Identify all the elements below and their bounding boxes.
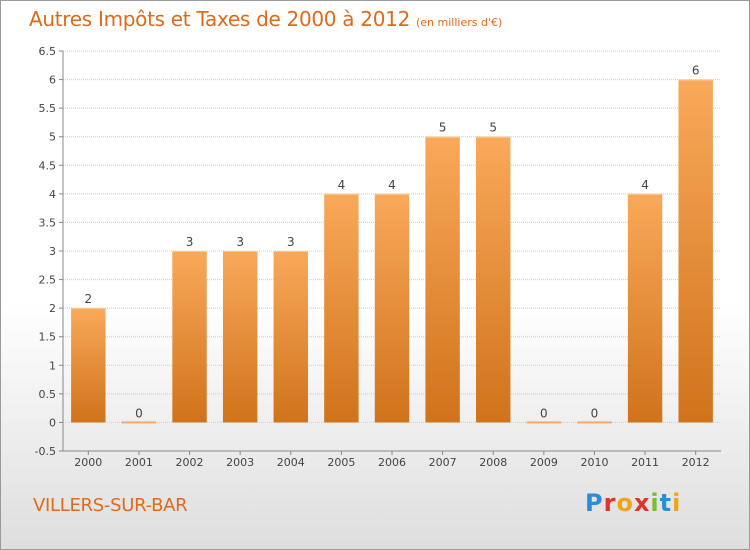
y-tick-label: 1	[49, 359, 56, 372]
y-tick-label: 1.5	[39, 331, 57, 344]
y-tick-label: 4	[49, 188, 56, 201]
bar	[627, 193, 663, 423]
data-label: 3	[236, 235, 244, 249]
y-tick-label: 0.5	[39, 388, 57, 401]
logo-letter: P	[585, 489, 604, 517]
bar	[425, 136, 460, 423]
x-tick-label: 2010	[580, 456, 608, 469]
x-tick-label: 2001	[125, 456, 153, 469]
bar	[222, 251, 258, 423]
x-tick-label: 2008	[479, 456, 507, 469]
commune-name: VILLERS-SUR-BAR	[33, 495, 188, 516]
logo-letter: x	[633, 489, 651, 517]
bar	[121, 421, 157, 424]
data-label: 0	[540, 406, 548, 420]
y-tick-label: -0.5	[35, 445, 56, 458]
data-label: 5	[439, 121, 447, 135]
y-tick-label: 3	[49, 245, 56, 258]
proxiti-logo: Proxiti	[585, 489, 681, 517]
data-label: 3	[287, 235, 295, 249]
y-tick-label: 6.5	[39, 45, 57, 58]
data-label: 5	[489, 121, 497, 135]
logo-letter: t	[659, 489, 673, 517]
x-tick-label: 2003	[226, 456, 254, 469]
bar	[324, 193, 359, 423]
logo-letter: o	[616, 489, 634, 517]
chart-subtitle: (en milliers d'€)	[416, 16, 503, 29]
bar	[71, 308, 106, 423]
x-tick-label: 2000	[74, 456, 102, 469]
bar	[526, 421, 562, 424]
x-tick-label: 2009	[530, 456, 558, 469]
logo-letter: i	[650, 489, 660, 517]
data-label: 6	[692, 64, 700, 78]
x-tick-label: 2004	[277, 456, 305, 469]
bar	[273, 251, 308, 423]
y-tick-label: 2.5	[39, 274, 57, 287]
data-label: 0	[135, 406, 143, 420]
bar	[476, 136, 511, 423]
data-label: 2	[84, 292, 92, 306]
x-tick-label: 2005	[327, 456, 355, 469]
x-tick-label: 2011	[631, 456, 659, 469]
data-label: 3	[186, 235, 194, 249]
y-tick-label: 3.5	[39, 216, 57, 229]
y-tick-label: 4.5	[39, 159, 57, 172]
y-tick-label: 2	[49, 302, 56, 315]
bar	[678, 79, 713, 423]
data-label: 4	[388, 178, 396, 192]
x-tick-label: 2002	[176, 456, 204, 469]
data-label: 4	[641, 178, 649, 192]
data-label: 0	[591, 406, 599, 420]
chart-title: Autres Impôts et Taxes de 2000 à 2012	[29, 7, 410, 31]
y-tick-label: 0	[49, 416, 56, 429]
chart-title-block: Autres Impôts et Taxes de 2000 à 2012 (en…	[29, 7, 502, 31]
y-tick-label: 6	[49, 74, 56, 87]
logo-letter: r	[603, 489, 617, 517]
x-tick-label: 2007	[429, 456, 457, 469]
logo-letter: i	[672, 489, 682, 517]
bar	[577, 421, 612, 424]
x-tick-label: 2012	[682, 456, 710, 469]
bar	[374, 193, 410, 423]
y-tick-label: 5	[49, 131, 56, 144]
x-tick-label: 2006	[378, 456, 406, 469]
bar	[172, 251, 207, 423]
y-tick-label: 5.5	[39, 102, 57, 115]
data-label: 4	[338, 178, 346, 192]
